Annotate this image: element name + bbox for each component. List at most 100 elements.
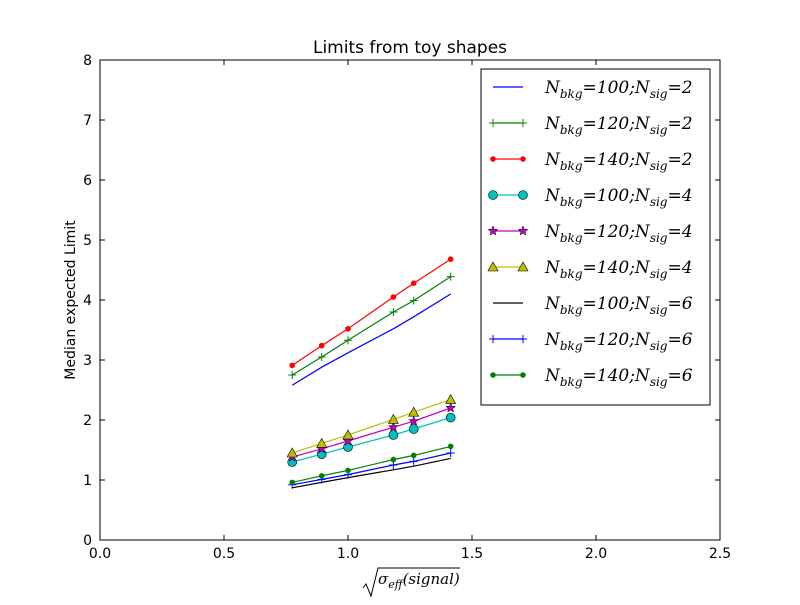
series-line	[292, 445, 451, 483]
data-point	[342, 429, 354, 440]
legend-entry: Nbkg=100;Nsig=4	[488, 186, 693, 209]
data-point	[387, 421, 399, 432]
series-7	[292, 457, 451, 489]
legend-entry: Nbkg=140;Nsig=4	[487, 258, 693, 281]
y-tick-label: 6	[83, 173, 92, 189]
data-point	[519, 335, 527, 343]
series-line	[291, 258, 452, 366]
legend: Nbkg=100;Nsig=2 Nbkg=120;Nsig=2 Nbkg=140;N…	[480, 68, 711, 406]
y-tick-label: 7	[83, 113, 92, 129]
x-tick-label: 1.5	[461, 546, 483, 562]
legend-label: Nbkg=120;Nsig=2	[544, 114, 693, 137]
series-3	[289, 256, 454, 369]
data-point	[387, 413, 399, 424]
data-point	[517, 225, 529, 236]
data-point	[487, 225, 499, 236]
data-point	[409, 296, 418, 305]
data-point	[289, 362, 296, 369]
data-point	[488, 190, 498, 200]
series-6	[286, 393, 457, 458]
series-layer	[286, 256, 457, 489]
chart-title: Limits from toy shapes	[313, 38, 507, 58]
data-point	[445, 412, 456, 423]
data-point	[445, 402, 457, 413]
data-point	[489, 335, 497, 343]
data-point	[345, 467, 351, 474]
series-line	[291, 293, 452, 386]
series-8	[288, 449, 455, 489]
x-tick-label: 0.5	[213, 546, 235, 562]
legend-label: Nbkg=140;Nsig=4	[544, 258, 693, 281]
x-tick-label: 0.0	[89, 546, 111, 562]
y-tick-label: 2	[83, 413, 92, 429]
data-point	[344, 336, 352, 345]
legend-entry: Nbkg=120;Nsig=6	[489, 330, 693, 353]
legend-label: Nbkg=100;Nsig=4	[544, 186, 693, 209]
data-point	[286, 447, 298, 458]
legend-label: Nbkg=120;Nsig=6	[544, 330, 693, 353]
y-tick-label: 8	[83, 53, 92, 69]
data-point	[446, 449, 455, 457]
data-point	[519, 119, 527, 127]
data-point	[447, 256, 454, 263]
data-point	[487, 261, 499, 272]
data-point	[408, 406, 420, 417]
data-point	[390, 456, 397, 463]
data-point	[517, 261, 529, 272]
legend-entry: Nbkg=140;Nsig=2	[490, 150, 693, 173]
series-line	[292, 417, 451, 463]
data-point	[345, 326, 351, 332]
data-point	[520, 372, 526, 378]
legend-label: Nbkg=100;Nsig=6	[544, 294, 693, 317]
series-line	[291, 276, 452, 376]
y-axis-label: Median expected Limit	[63, 220, 79, 380]
axis-ticks: 0.0 0.5 1.0 1.5 2.0 2.5 0 1 2 3 4 5 6 7 8	[83, 53, 731, 562]
data-point	[410, 452, 417, 459]
series-line	[292, 452, 451, 486]
series-line	[292, 407, 451, 458]
legend-label: Nbkg=140;Nsig=2	[544, 150, 693, 173]
legend-box	[480, 68, 711, 406]
series-4	[287, 412, 456, 467]
data-point	[343, 442, 353, 452]
data-point	[342, 435, 354, 446]
x-tick-label: 2.0	[585, 546, 607, 562]
data-point	[288, 371, 297, 379]
data-point	[318, 342, 325, 349]
legend-label: Nbkg=140;Nsig=6	[544, 366, 693, 389]
data-point	[388, 430, 399, 440]
y-tick-label: 1	[83, 473, 92, 489]
legend-label: Nbkg=100;Nsig=2	[544, 78, 693, 101]
legend-entry: Nbkg=120;Nsig=4	[487, 222, 693, 245]
y-tick-label: 3	[83, 353, 92, 369]
data-point	[489, 119, 497, 127]
y-tick-label: 0	[83, 533, 92, 549]
data-point	[446, 272, 455, 281]
series-9	[289, 443, 454, 486]
data-point	[390, 294, 397, 300]
legend-entry: Nbkg=140;Nsig=6	[490, 366, 693, 389]
data-point	[490, 372, 496, 378]
legend-label: Nbkg=120;Nsig=4	[544, 222, 693, 245]
data-point	[410, 280, 417, 287]
data-point	[318, 473, 325, 479]
data-point	[317, 353, 326, 361]
x-tick-label: 1.0	[337, 546, 359, 562]
series-1	[291, 293, 452, 386]
series-2	[288, 272, 455, 379]
data-point	[316, 437, 328, 448]
data-point	[447, 443, 454, 450]
legend-entry: Nbkg=100;Nsig=2	[493, 78, 693, 101]
data-point	[409, 457, 418, 466]
data-point	[518, 190, 528, 200]
data-point	[408, 424, 419, 434]
x-tick-label: 2.5	[709, 546, 731, 562]
legend-entry: Nbkg=100;Nsig=6	[493, 294, 693, 317]
data-point	[490, 156, 496, 162]
data-point	[445, 393, 457, 404]
series-line	[292, 457, 451, 489]
data-point	[408, 415, 420, 426]
data-point	[389, 308, 398, 316]
data-point	[520, 156, 526, 162]
